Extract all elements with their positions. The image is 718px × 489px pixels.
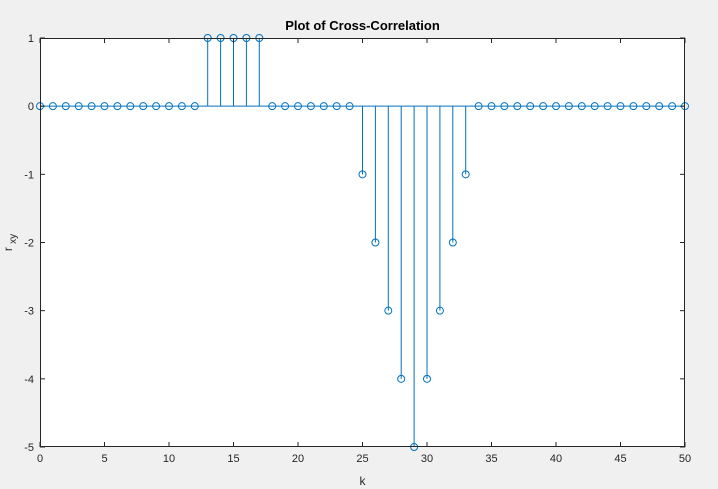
stem-marker <box>397 374 406 383</box>
stem-marker <box>448 238 457 247</box>
y-tick-label: -5 <box>24 442 34 454</box>
stem-marker <box>590 102 599 111</box>
stem-marker <box>500 102 509 111</box>
x-tick-label: 40 <box>550 453 562 465</box>
stem-marker <box>616 102 625 111</box>
stem-marker <box>74 102 83 111</box>
stem-marker <box>165 102 173 111</box>
stem-marker <box>526 102 535 111</box>
stem-marker <box>126 102 135 111</box>
stem-marker <box>539 102 548 111</box>
stem-marker <box>513 102 522 111</box>
stem-marker <box>190 102 199 111</box>
stem-marker <box>474 102 483 111</box>
stem-marker <box>435 306 444 315</box>
y-tick-label: -4 <box>24 374 34 386</box>
stem-marker <box>281 102 290 111</box>
stem-marker <box>603 102 612 111</box>
x-axis-ticks: 0 5 10 15 20 25 30 35 40 45 50 <box>37 38 691 465</box>
stem-marker <box>177 102 186 111</box>
stem-marker <box>332 102 341 111</box>
stem-marker <box>319 102 328 111</box>
y-tick-label: 0 <box>28 101 34 113</box>
y-tick-label: 1 <box>28 33 34 45</box>
x-tick-label: 45 <box>614 453 626 465</box>
y-axis-label: r xy <box>1 234 19 251</box>
x-axis-label: k <box>360 474 367 488</box>
stem-marker <box>306 102 315 111</box>
stem-marker <box>487 102 496 111</box>
stem-marker <box>384 306 393 315</box>
stem-series <box>207 38 467 447</box>
y-axis-label-main: r <box>1 247 15 251</box>
stem-marker <box>642 102 651 111</box>
x-tick-label: 0 <box>37 453 43 465</box>
stem-marker <box>371 238 380 247</box>
stem-marker <box>152 102 161 111</box>
x-tick-label: 50 <box>679 453 691 465</box>
y-axis-ticks: -5 -4 -3 -2 -1 0 1 <box>24 33 685 454</box>
x-tick-label: 20 <box>292 453 304 465</box>
stem-marker <box>100 102 109 111</box>
stem-marker <box>139 102 148 111</box>
stem-marker <box>577 102 586 111</box>
x-tick-label: 5 <box>101 453 107 465</box>
stem-marker <box>629 102 638 111</box>
y-tick-label: -3 <box>24 306 34 318</box>
y-axis-label-subscript: xy <box>8 234 19 244</box>
stem-markers <box>36 34 689 451</box>
stem-marker <box>423 374 431 383</box>
stem-marker <box>358 170 367 179</box>
y-tick-label: -1 <box>24 169 34 181</box>
stem-marker <box>48 102 57 111</box>
stem-marker <box>668 102 677 111</box>
stem-marker <box>61 102 70 111</box>
stem-marker <box>655 102 664 111</box>
x-tick-label: 10 <box>163 453 175 465</box>
stem-marker <box>294 102 302 111</box>
y-tick-label: -2 <box>24 238 34 250</box>
x-tick-label: 15 <box>227 453 239 465</box>
plot-area <box>40 38 685 447</box>
stem-marker <box>345 102 354 111</box>
stem-marker <box>87 102 96 111</box>
stem-marker <box>564 102 573 111</box>
x-tick-label: 35 <box>485 453 497 465</box>
stem-marker <box>113 102 122 111</box>
stem-marker <box>268 102 277 111</box>
stem-marker <box>461 170 470 179</box>
chart-title: Plot of Cross-Correlation <box>285 18 440 33</box>
x-tick-label: 25 <box>356 453 368 465</box>
stem-marker <box>552 102 560 111</box>
x-tick-label: 30 <box>421 453 433 465</box>
